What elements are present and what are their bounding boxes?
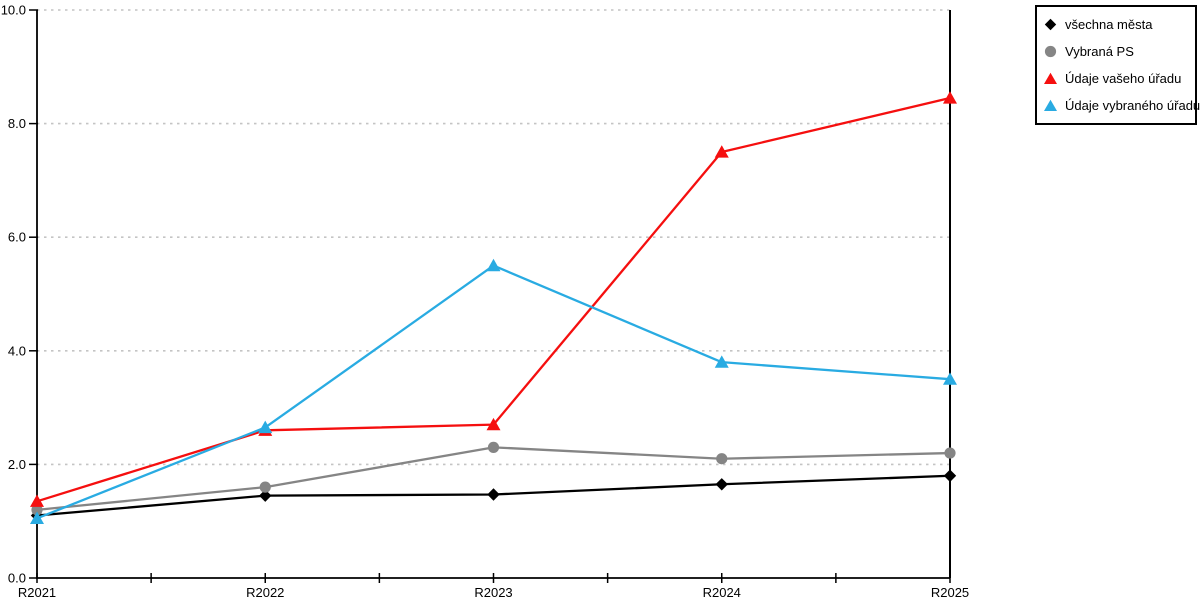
legend-item-vsechna-mesta: všechna města bbox=[1043, 11, 1189, 38]
diamond-marker-icon bbox=[943, 469, 957, 482]
x-axis-label: R2023 bbox=[474, 585, 512, 600]
y-axis-tick-label: 0.0 bbox=[8, 571, 26, 586]
x-axis-label: R2025 bbox=[931, 585, 969, 600]
legend-item-vybrana-ps: Vybraná PS bbox=[1043, 38, 1189, 65]
legend-item-label: Údaje vašeho úřadu bbox=[1065, 71, 1182, 86]
circle-marker-icon bbox=[487, 441, 500, 453]
circle-marker-shape bbox=[1044, 45, 1057, 58]
y-axis-tick-label: 10.0 bbox=[1, 3, 26, 18]
triangle-marker-icon bbox=[943, 372, 957, 385]
x-axis-label: R2021 bbox=[18, 585, 56, 600]
circle-marker-icon bbox=[1044, 45, 1057, 58]
diamond-marker-icon bbox=[1044, 18, 1057, 31]
triangle-marker-icon bbox=[486, 258, 501, 272]
diamond-marker-icon bbox=[715, 478, 728, 491]
triangle-marker-shape bbox=[1044, 72, 1057, 84]
triangle-marker-icon bbox=[714, 145, 729, 158]
y-axis-tick-label: 6.0 bbox=[8, 230, 26, 245]
legend-item-label: Vybraná PS bbox=[1065, 44, 1134, 59]
legend-item-udaje-vybraneho-uradu: Údaje vybraného úřadu bbox=[1043, 92, 1200, 119]
legend: všechna města Vybraná PS Údaje vašeho úř… bbox=[1035, 5, 1200, 125]
circle-marker-icon bbox=[259, 481, 271, 493]
triangle-marker-icon bbox=[486, 417, 501, 431]
x-axis-label: R2024 bbox=[703, 585, 741, 600]
x-axis-label: R2022 bbox=[246, 585, 284, 600]
legend-item-label: Údaje vybraného úřadu bbox=[1065, 98, 1200, 113]
diamond-marker-icon bbox=[487, 488, 500, 501]
triangle-marker-icon bbox=[1044, 72, 1057, 84]
circle-marker-icon bbox=[31, 504, 43, 516]
y-axis-tick-label: 4.0 bbox=[8, 343, 26, 358]
circle-marker-icon bbox=[716, 453, 728, 465]
diamond-marker-shape bbox=[1044, 18, 1057, 31]
triangle-marker-icon bbox=[30, 494, 44, 507]
triangle-marker-icon bbox=[258, 420, 273, 434]
diamond-marker-icon bbox=[259, 489, 272, 502]
triangle-marker-icon bbox=[1044, 99, 1057, 111]
triangle-marker-shape bbox=[1044, 99, 1057, 111]
triangle-marker-icon bbox=[943, 91, 957, 104]
triangle-marker-icon bbox=[714, 355, 729, 368]
circle-marker-icon bbox=[944, 447, 956, 459]
y-axis-tick-label: 8.0 bbox=[8, 116, 26, 131]
legend-item-udaje-vaseho-uradu: Údaje vašeho úřadu bbox=[1043, 65, 1189, 92]
y-axis-tick-label: 2.0 bbox=[8, 457, 26, 472]
legend-item-label: všechna města bbox=[1065, 17, 1153, 32]
triangle-marker-icon bbox=[30, 511, 44, 524]
series-line-2 bbox=[36, 96, 951, 503]
